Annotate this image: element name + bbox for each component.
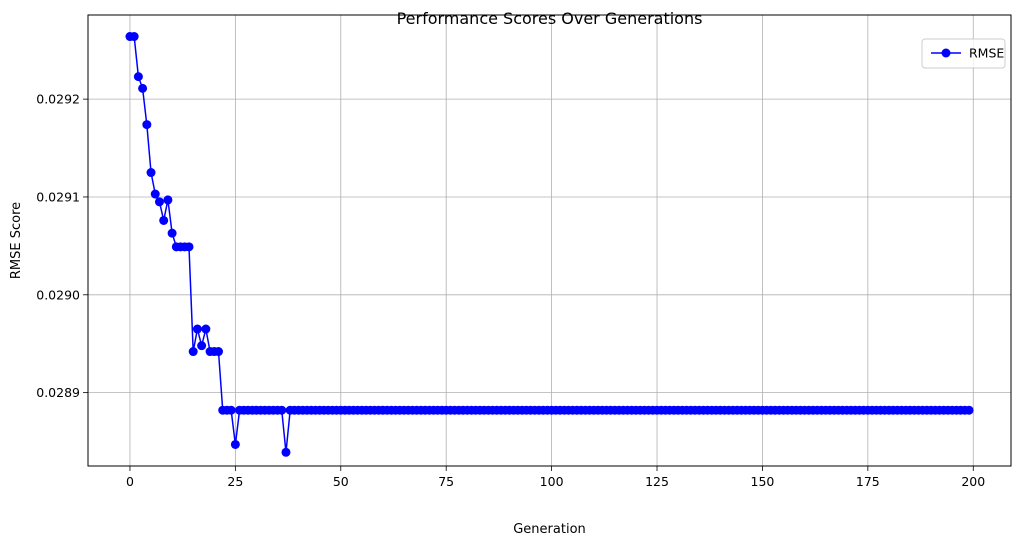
x-tick-label: 75 — [438, 474, 454, 489]
rmse-data-point — [192, 324, 202, 334]
x-tick-label: 150 — [751, 474, 775, 489]
rmse-data-point — [146, 168, 156, 178]
rmse-data-point — [142, 120, 152, 130]
x-tick-label: 25 — [227, 474, 243, 489]
y-tick-label: 0.0291 — [36, 189, 80, 204]
y-tick-label: 0.0290 — [36, 287, 80, 302]
chart-title: Performance Scores Over Generations — [397, 9, 703, 28]
x-tick-label: 200 — [961, 474, 985, 489]
rmse-data-point — [138, 83, 148, 93]
rmse-data-point — [133, 72, 143, 82]
legend-marker-swatch — [941, 48, 951, 58]
x-tick-label: 100 — [540, 474, 564, 489]
legend-box — [921, 38, 1006, 69]
y-tick-label: 0.0289 — [36, 385, 80, 400]
rmse-data-point — [197, 341, 207, 351]
rmse-data-point — [281, 447, 291, 457]
x-tick-label: 50 — [333, 474, 349, 489]
series-layer — [125, 32, 974, 457]
x-axis-label: Generation — [513, 522, 586, 537]
rmse-data-point — [214, 347, 223, 357]
tick-layer: 0 25 50 75 100 125 150 175 200 0.0289 0.0290 0.0291… — [36, 92, 985, 489]
rmse-data-point — [277, 405, 287, 415]
rmse-data-point — [201, 324, 211, 334]
rmse-data-point — [163, 195, 173, 205]
y-axis-label: RMSE Score — [9, 202, 24, 279]
rmse-data-point — [154, 197, 164, 207]
legend-label-rmse: RMSE — [969, 46, 1004, 61]
rmse-data-point — [167, 228, 177, 238]
rmse-data-point — [230, 439, 240, 449]
rmse-data-point — [159, 215, 169, 225]
rmse-data-point — [964, 405, 974, 415]
x-tick-label: 125 — [645, 474, 669, 489]
x-tick-label: 0 — [126, 474, 134, 489]
rmse-data-point — [226, 405, 236, 415]
rmse-data-point — [129, 32, 139, 42]
rmse-data-point — [150, 189, 160, 199]
plot-frame — [87, 14, 1012, 467]
y-tick-label: 0.0292 — [36, 92, 80, 107]
legend: RMSE — [921, 38, 1006, 69]
x-tick-label: 175 — [856, 474, 880, 489]
rmse-data-point — [184, 242, 194, 252]
rmse-data-point — [188, 347, 198, 357]
grid-layer — [88, 15, 1011, 466]
